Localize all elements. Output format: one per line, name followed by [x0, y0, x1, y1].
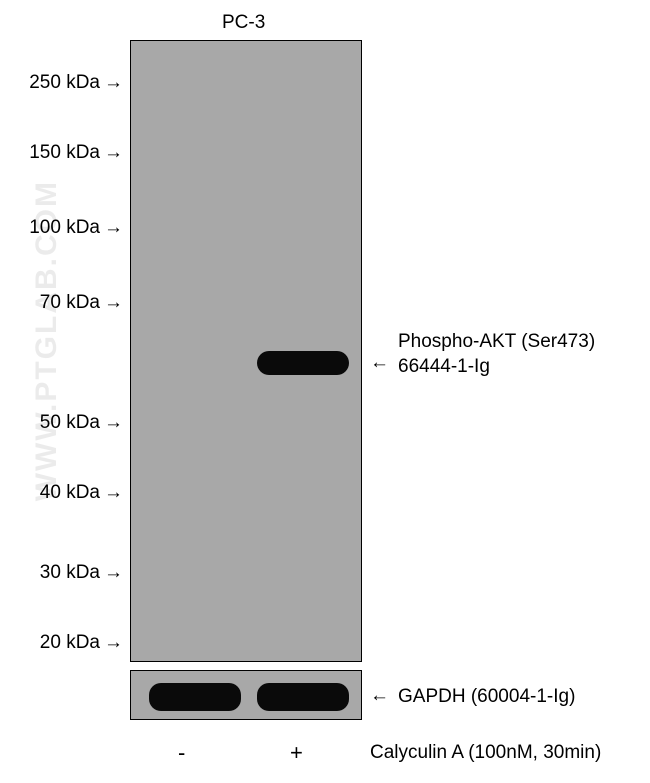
western-blot-figure: PC-3 250 kDa → 150 kDa → 100 kDa → 70 kD…: [0, 0, 650, 783]
mw-100-arrow: →: [104, 217, 123, 239]
watermark: WWW.PTGLAB.COM: [30, 180, 64, 501]
loading-control-blot: [130, 670, 362, 720]
main-blot: [130, 40, 362, 662]
mw-20: 20 kDa: [10, 632, 100, 654]
treatment-minus: -: [178, 740, 185, 766]
target-annotation: Phospho-AKT (Ser473) 66444-1-Ig: [398, 330, 595, 379]
mw-50-arrow: →: [104, 412, 123, 434]
gapdh-band-minus: [149, 683, 241, 711]
target-band-plus: [257, 351, 349, 375]
gapdh-band-plus: [257, 683, 349, 711]
mw-30: 30 kDa: [10, 562, 100, 584]
target-line1: Phospho-AKT (Ser473): [398, 330, 595, 355]
mw-70-arrow: →: [104, 292, 123, 314]
target-arrow: ←: [370, 352, 389, 374]
mw-250-arrow: →: [104, 72, 123, 94]
mw-40-arrow: →: [104, 482, 123, 504]
gapdh-annotation: GAPDH (60004-1-Ig): [398, 685, 575, 710]
target-line2: 66444-1-Ig: [398, 355, 595, 380]
mw-150: 150 kDa: [10, 142, 100, 164]
gapdh-arrow: ←: [370, 685, 389, 707]
mw-20-arrow: →: [104, 632, 123, 654]
treatment-plus: +: [290, 740, 303, 766]
sample-label: PC-3: [222, 12, 265, 34]
mw-250: 250 kDa: [10, 72, 100, 94]
mw-150-arrow: →: [104, 142, 123, 164]
treatment-label: Calyculin A (100nM, 30min): [370, 742, 601, 764]
mw-30-arrow: →: [104, 562, 123, 584]
